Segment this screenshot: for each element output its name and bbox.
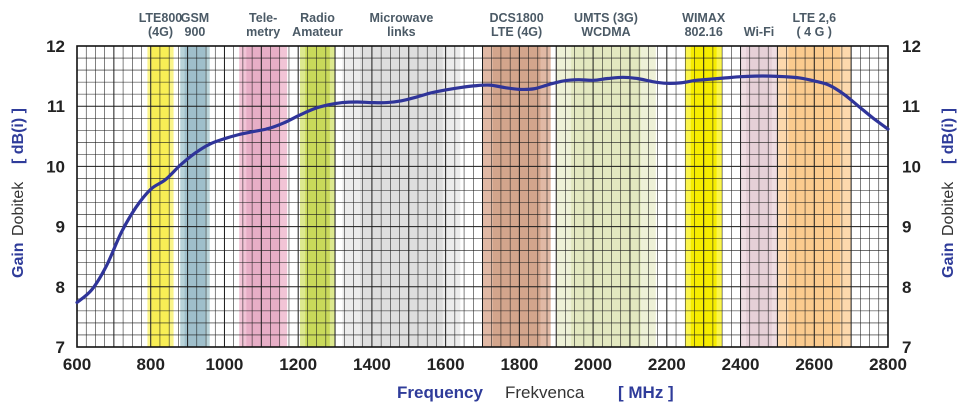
x-tick-600: 600: [63, 355, 91, 374]
frequency-bands: [147, 46, 852, 347]
y-axis-right-label-en: Gain: [940, 242, 957, 278]
y-tick-right-11: 11: [902, 97, 920, 116]
x-tick-1800: 1800: [500, 355, 538, 374]
y-axis-left-label-sl: Dobitek: [10, 181, 27, 236]
band-core-3: [305, 46, 330, 347]
band-label-0-1: (4G): [148, 25, 173, 39]
band-label-1-0: GSM: [181, 11, 209, 25]
y-tick-right-8: 8: [902, 278, 911, 297]
chart-grid: [76, 45, 889, 348]
y-tick-right-7: 7: [902, 338, 911, 357]
y-tick-left-12: 12: [46, 37, 65, 56]
band-core-6: [571, 46, 641, 347]
x-tick-2200: 2200: [648, 355, 686, 374]
x-tick-2800: 2800: [869, 355, 907, 374]
band-label-5-1: LTE (4G): [491, 25, 542, 39]
band-label-3-0: Radio: [300, 11, 335, 25]
band-label-5-0: DCS1800: [489, 11, 543, 25]
y-tick-right-9: 9: [902, 218, 911, 237]
band-label-8-0: Wi-Fi: [744, 25, 774, 39]
band-core-2: [246, 46, 280, 347]
y-tick-right-10: 10: [902, 157, 921, 176]
y-tick-left-10: 10: [46, 157, 65, 176]
y-axis-right-label-sl: Dobitek: [940, 181, 957, 236]
band-label-4-0: Microwave: [369, 11, 433, 25]
band-label-7-1: 802.16: [685, 25, 723, 39]
y-tick-right-12: 12: [902, 37, 921, 56]
chart-series: [75, 74, 890, 305]
band-label-3-1: Amateur: [292, 25, 343, 39]
y-axis-right-label-unit: [ dB(i) ]: [940, 108, 957, 164]
x-tick-800: 800: [137, 355, 165, 374]
band-label-0-0: LTE800: [139, 11, 183, 25]
x-axis-label-en: Frequency: [397, 383, 484, 402]
x-tick-2400: 2400: [722, 355, 760, 374]
band-label-4-1: links: [387, 25, 416, 39]
y-axis-left-label-en: Gain: [10, 242, 27, 278]
band-label-9-1: ( 4 G ): [797, 25, 832, 39]
axis-ticks: 600 800 1000 1200 1400 1600 1800 2000 2200 2400 26…: [46, 37, 921, 374]
y-axis-left-label-unit: [ dB(i) ]: [10, 108, 27, 164]
x-tick-1400: 1400: [353, 355, 391, 374]
y-tick-left-8: 8: [56, 278, 65, 297]
x-tick-1600: 1600: [427, 355, 465, 374]
band-core-1: [184, 46, 206, 347]
x-axis-label-unit: [ MHz ]: [618, 383, 674, 402]
plot-frame: [76, 45, 889, 348]
band-label-1-1: 900: [185, 25, 206, 39]
gain-line-0: [75, 74, 890, 305]
x-tick-1000: 1000: [206, 355, 244, 374]
band-label-9-0: LTE 2,6: [793, 11, 837, 25]
y-tick-left-9: 9: [56, 218, 65, 237]
band-core-0: [151, 46, 170, 347]
band-label-6-1: WCDMA: [581, 25, 630, 39]
band-core-4: [360, 46, 443, 347]
x-axis-label-sl: Frekvenca: [505, 383, 585, 402]
band-label-2-1: metry: [246, 25, 280, 39]
band-label-7-0: WIMAX: [682, 11, 726, 25]
y-tick-left-7: 7: [56, 338, 65, 357]
band-label-6-0: UMTS (3G): [574, 11, 638, 25]
band-label-2-0: Tele-: [249, 11, 277, 25]
x-tick-1200: 1200: [279, 355, 317, 374]
band-core-5: [492, 46, 541, 347]
x-tick-2600: 2600: [795, 355, 833, 374]
y-tick-left-11: 11: [47, 97, 65, 116]
x-tick-2000: 2000: [574, 355, 612, 374]
